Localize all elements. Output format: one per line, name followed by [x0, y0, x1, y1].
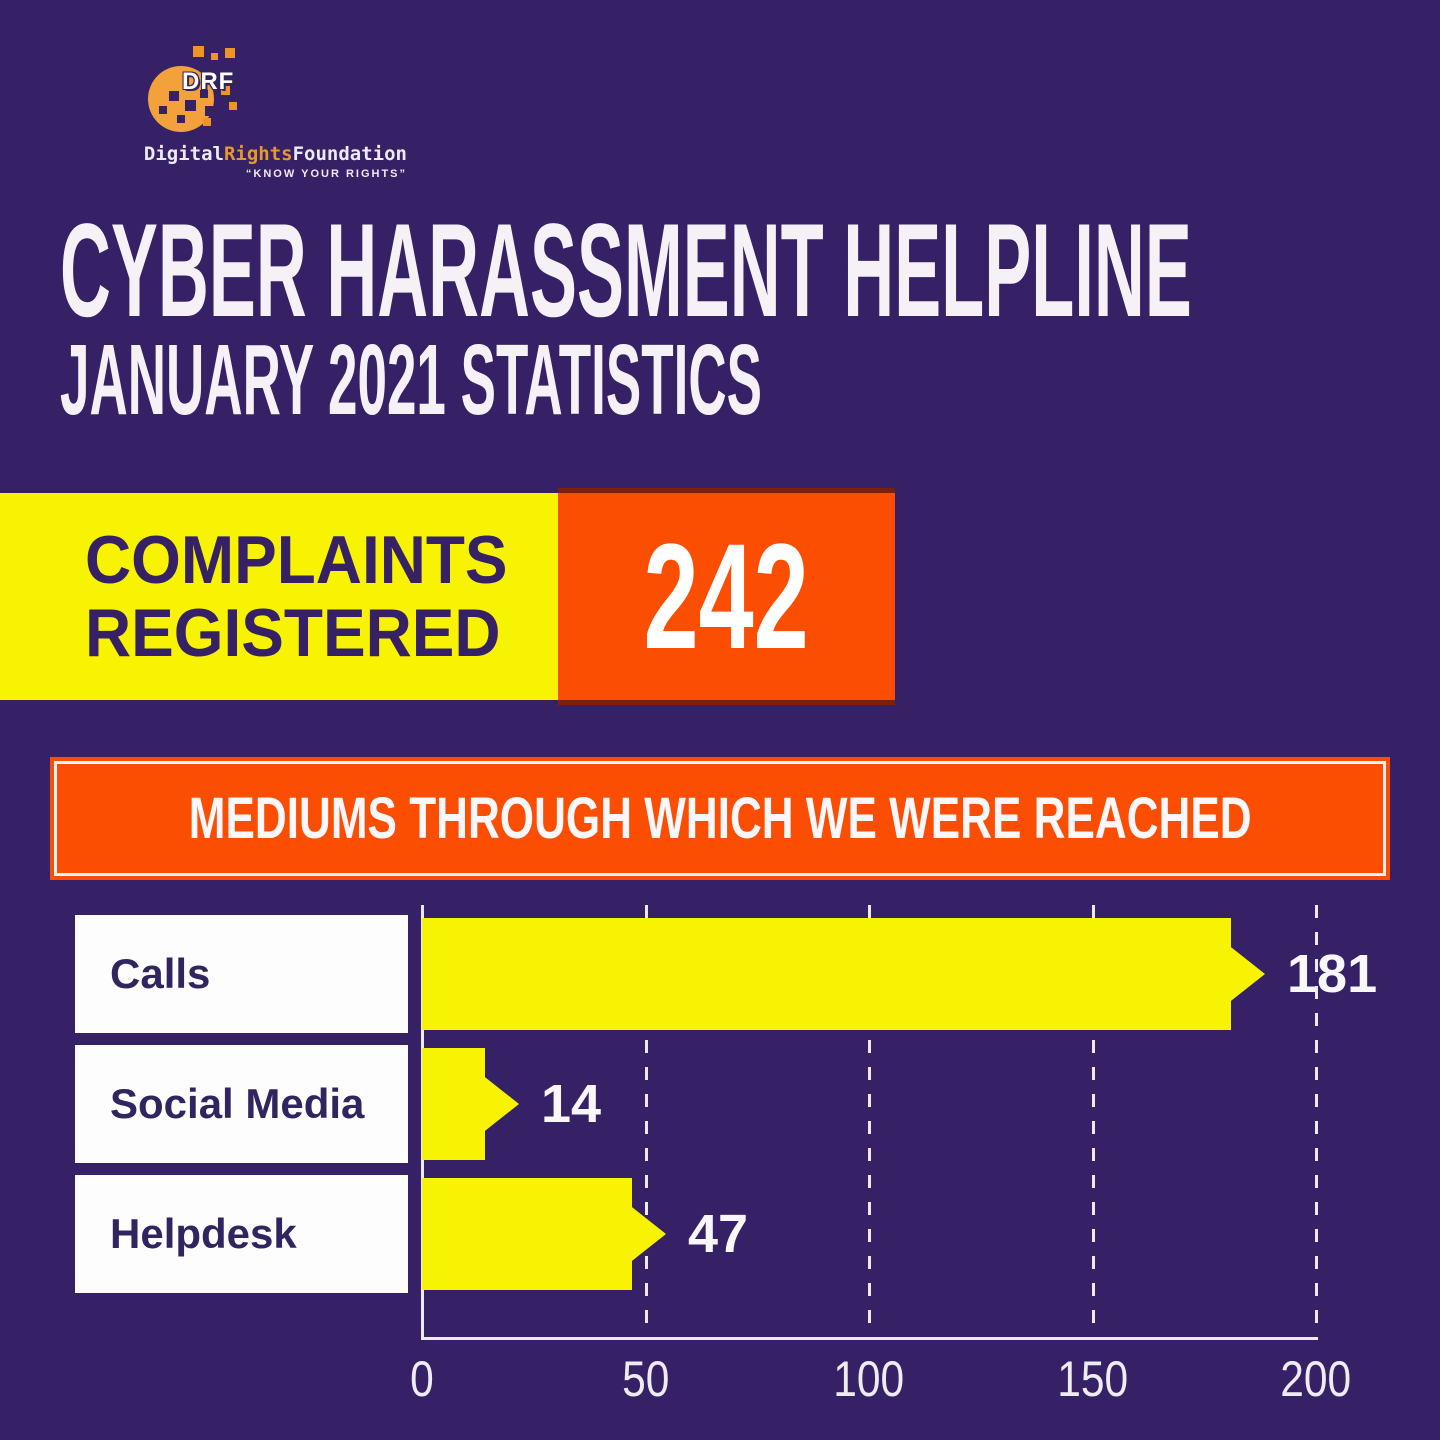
chart-title-text: MEDIUMS THROUGH WHICH WE WERE REACHED: [188, 786, 1252, 851]
bar: [422, 918, 1265, 1030]
tick-label-0: 0: [342, 1350, 502, 1408]
tick-label-200: 200: [1236, 1350, 1396, 1408]
category-label: Social Media: [75, 1045, 408, 1163]
page-subtitle: JANUARY 2021 STATISTICS: [60, 330, 1384, 430]
tick-label-text: 100: [833, 1351, 905, 1407]
logo-pixel-icon: [225, 48, 235, 58]
chart-title-banner: MEDIUMS THROUGH WHICH WE WERE REACHED: [50, 757, 1390, 880]
logo-pixel-icon: [205, 106, 215, 116]
tick-label-text: 200: [1280, 1351, 1352, 1407]
complaints-label-box: COMPLAINTS REGISTERED: [0, 493, 558, 700]
chart-title-banner-inner: MEDIUMS THROUGH WHICH WE WERE REACHED: [54, 761, 1386, 876]
gridline-50: [644, 905, 648, 1337]
logo-tagline: “KNOW YOUR RIGHTS”: [245, 168, 407, 180]
logo-pixel-icon: [203, 118, 211, 126]
complaints-value-text: 242: [643, 512, 810, 680]
logo-pixel-icon: [177, 115, 185, 123]
chart-row-helpdesk: Helpdesk 47: [75, 1175, 1440, 1293]
bar: [422, 1178, 666, 1290]
category-label: Calls: [75, 915, 408, 1033]
wordmark-foundation: Foundation: [292, 143, 407, 165]
tick-label-100: 100: [789, 1350, 949, 1408]
logo-pixel-icon: [159, 106, 167, 114]
page-title-text: CYBER HARASSMENT HELPLINE: [60, 197, 1192, 345]
complaints-value-box: 242: [558, 488, 895, 705]
logo-pixel-icon: [185, 100, 196, 111]
logo-pixel-icon: [169, 91, 179, 101]
gridline-100: [868, 905, 871, 1337]
logo-acronym: DRF: [182, 68, 235, 95]
bar-value-label: 47: [688, 1204, 749, 1264]
tick-label-150: 150: [1013, 1350, 1173, 1408]
page-subtitle-text: JANUARY 2021 STATISTICS: [60, 324, 762, 436]
logo-pixel-icon: [193, 46, 204, 57]
chart-row-social-media: Social Media 14: [75, 1045, 1440, 1163]
page-title: CYBER HARASSMENT HELPLINE: [60, 205, 1440, 338]
gridline-200: [1315, 905, 1318, 1337]
tick-label-50: 50: [566, 1350, 726, 1408]
chart-row-calls: Calls 181: [75, 915, 1440, 1033]
chart-rows: Calls 181 Social Media 14 Helpdesk 47: [75, 915, 1440, 1315]
gridline-150: [1091, 905, 1095, 1337]
complaints-band: COMPLAINTS REGISTERED 242: [0, 488, 895, 705]
logo-pixel-icon: [221, 86, 230, 95]
tick-label-text: 150: [1057, 1351, 1128, 1407]
category-label: Helpdesk: [75, 1175, 408, 1293]
wordmark-rights: Rights: [223, 143, 293, 165]
tick-label-text: 0: [410, 1351, 434, 1407]
bar-value-label: 181: [1287, 944, 1378, 1004]
drf-logo: DRF DigitalRightsFoundation “KNOW YOUR R…: [144, 42, 407, 192]
bar: [422, 1048, 519, 1160]
complaints-label: COMPLAINTS REGISTERED: [85, 521, 535, 671]
complaints-label-line2: REGISTERED: [85, 594, 501, 671]
complaints-value: 242: [601, 510, 851, 683]
logo-pixel-icon: [229, 102, 237, 110]
complaints-label-line1: COMPLAINTS: [85, 521, 508, 598]
wordmark-digital: Digital: [143, 143, 224, 165]
tick-label-text: 50: [621, 1351, 670, 1407]
logo-pixel-icon: [211, 53, 218, 60]
logo-wordmark: DigitalRightsFoundation: [57, 143, 407, 165]
logo-pixel-icon: [200, 90, 208, 98]
bar-value-label: 14: [541, 1074, 602, 1134]
x-axis-line: [421, 1337, 1318, 1340]
chart-title: MEDIUMS THROUGH WHICH WE WERE REACHED: [21, 785, 1419, 852]
